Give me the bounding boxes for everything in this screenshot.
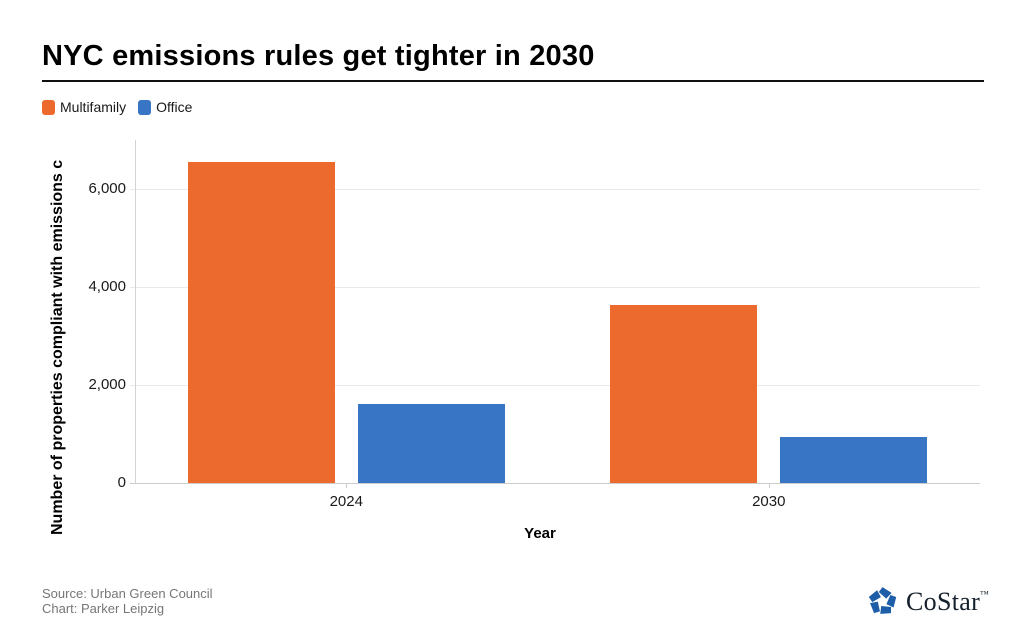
bar-multifamily-2030 bbox=[610, 305, 758, 483]
category-tick bbox=[346, 483, 348, 488]
legend-swatch-office bbox=[138, 99, 152, 115]
legend-item-office: Office bbox=[138, 99, 192, 115]
x-axis-line bbox=[130, 483, 980, 484]
x-tick-label: 2024 bbox=[329, 493, 363, 510]
gridline bbox=[130, 385, 980, 386]
footer-note: Source: Urban Green Council Chart: Parke… bbox=[42, 586, 213, 616]
chart-title: NYC emissions rules get tighter in 2030 bbox=[42, 40, 595, 72]
costar-logo: CoStar™ bbox=[866, 584, 989, 619]
x-tick-label: 2030 bbox=[752, 493, 786, 510]
costar-wordmark: CoStar™ bbox=[906, 586, 990, 616]
y-axis-line bbox=[135, 140, 136, 483]
x-axis-title: Year bbox=[524, 525, 556, 542]
legend-label-office: Office bbox=[156, 99, 193, 115]
y-axis-title: Number of properties compliant with emis… bbox=[49, 159, 66, 535]
gridline bbox=[130, 189, 980, 190]
bar-office-2024 bbox=[357, 403, 505, 483]
trademark-symbol: ™ bbox=[980, 588, 990, 599]
costar-pinwheel-icon bbox=[868, 587, 897, 614]
legend: Multifamily Office bbox=[42, 99, 192, 115]
gridline bbox=[130, 287, 980, 288]
legend-item-multifamily: Multifamily bbox=[42, 99, 126, 115]
bar-office-2030 bbox=[780, 437, 928, 483]
legend-swatch-multifamily bbox=[42, 99, 55, 115]
category-tick bbox=[768, 483, 770, 488]
bar-multifamily-2024 bbox=[187, 162, 335, 483]
source-note: Source: Urban Green Council bbox=[42, 586, 213, 601]
legend-label-multifamily: Multifamily bbox=[60, 99, 127, 115]
title-divider bbox=[42, 80, 984, 82]
chart-credit: Chart: Parker Leipzig bbox=[42, 601, 165, 616]
